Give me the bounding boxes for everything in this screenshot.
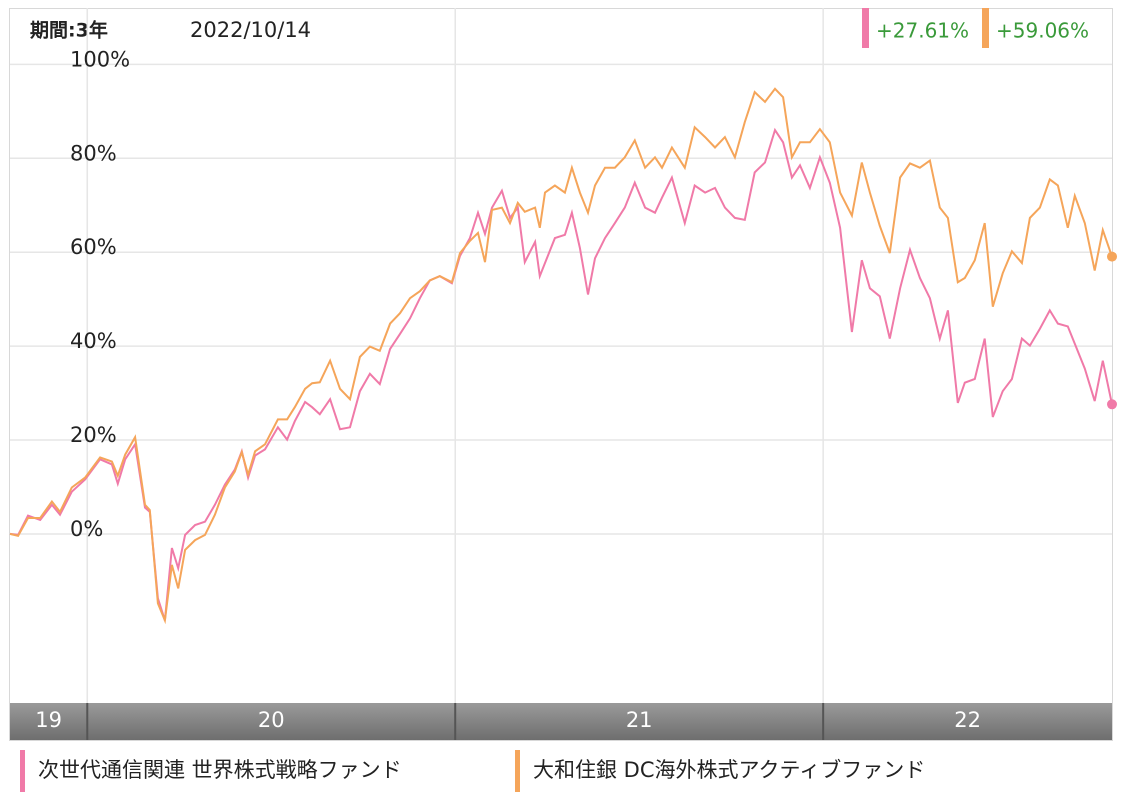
date-label: 2022/10/14: [190, 18, 311, 42]
legend-label: 大和住銀 DC海外株式アクティブファンド: [533, 758, 925, 782]
end-label: +27.61%: [876, 19, 969, 43]
y-tick-label: 0%: [70, 517, 103, 541]
header-swatch: [982, 8, 989, 48]
legend-label: 次世代通信関連 世界株式戦略ファンド: [38, 758, 402, 782]
x-band-label: 21: [626, 708, 653, 732]
header-returns: +27.61% +59.06%: [862, 8, 1089, 48]
y-tick-label: 60%: [70, 235, 117, 259]
end-point: [1107, 251, 1117, 262]
x-band-label: 20: [258, 708, 285, 732]
y-tick-label: 40%: [70, 329, 117, 353]
end-label: +59.06%: [996, 19, 1089, 43]
end-point: [1107, 399, 1117, 410]
plot-frame: [9, 8, 1113, 741]
x-band-label: 19: [35, 708, 62, 732]
legend-swatch: [20, 750, 25, 792]
legend-swatch: [515, 750, 520, 792]
y-tick-label: 100%: [70, 47, 130, 71]
x-axis-band: [10, 703, 1112, 740]
y-labels: 0% 20% 40% 60% 80% 100%: [70, 47, 130, 541]
y-tick-label: 20%: [70, 423, 117, 447]
series-line: [9, 87, 1113, 625]
y-tick-label: 80%: [70, 141, 117, 165]
lines: [9, 87, 1117, 625]
x-band-label: 22: [954, 708, 981, 732]
header-swatch: [862, 8, 869, 48]
series-line: [9, 127, 1113, 621]
period-label: 期間:3年: [30, 19, 108, 42]
grid: [10, 8, 1112, 740]
legend: 次世代通信関連 世界株式戦略ファンド 大和住銀 DC海外株式アクティブファンド: [20, 750, 925, 792]
